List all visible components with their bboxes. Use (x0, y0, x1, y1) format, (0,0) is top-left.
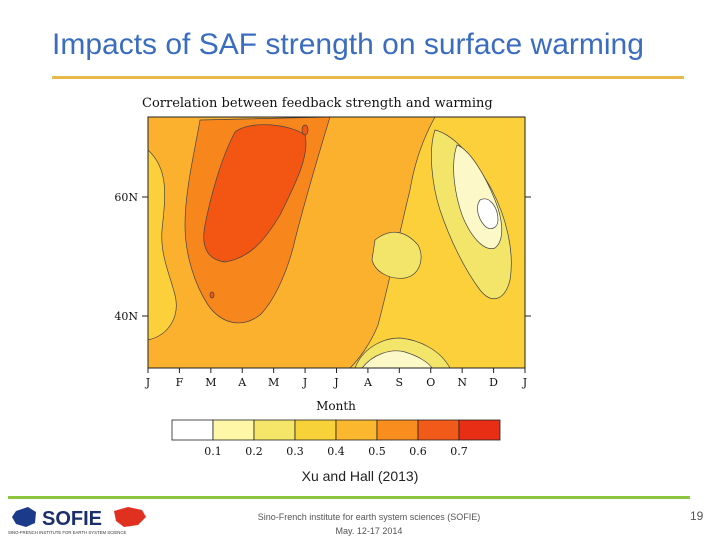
colorbar-swatch (335, 419, 378, 441)
x-tick-label: J (522, 376, 527, 389)
x-tick-label: O (426, 376, 435, 389)
contour-lowest-south (361, 350, 433, 369)
logo-subtitle: SINO-FRENCH INSTITUTE FOR EARTH SYSTEM S… (8, 530, 126, 535)
footer-institute: Sino-French institute for earth system s… (257, 512, 481, 522)
y-tick-label: 40N (114, 310, 138, 323)
figure-citation: Xu and Hall (2013) (301, 468, 419, 484)
contour-spot-north (301, 124, 309, 136)
plot-area (147, 116, 526, 369)
colorbar-label: 0.5 (368, 445, 386, 458)
y-axis: 60N 40N (114, 191, 531, 323)
colorbar-swatch (417, 419, 460, 441)
x-tick-label: M (268, 376, 279, 389)
chart-title: Correlation between feedback strength an… (142, 96, 493, 111)
colorbar: 0.1 0.2 0.3 0.4 0.5 0.6 0.7 (171, 419, 501, 458)
logo-text: SOFIE (42, 508, 102, 530)
x-tick-label: S (396, 376, 404, 389)
slide-title: Impacts of SAF strength on surface warmi… (52, 28, 644, 61)
x-tick-label: J (333, 376, 338, 389)
colorbar-swatch (376, 419, 419, 441)
colorbar-label: 0.3 (286, 445, 304, 458)
y-tick-label: 60N (114, 191, 138, 204)
contour-peak (203, 124, 307, 263)
colorbar-label: 0.6 (409, 445, 427, 458)
colorbar-swatch (171, 419, 214, 441)
x-tick-label: F (176, 376, 184, 389)
footer-rule (8, 496, 690, 499)
correlation-figure: Correlation between feedback strength an… (114, 96, 531, 458)
footer-date: May. 12-17 2014 (335, 526, 403, 536)
colorbar-label: 0.4 (327, 445, 345, 458)
x-tick-label: M (205, 376, 216, 389)
x-axis-label: Month (316, 399, 356, 413)
colorbar-label: 0.2 (245, 445, 263, 458)
colorbar-label: 0.7 (450, 445, 468, 458)
title-underline (52, 76, 684, 79)
x-tick-label: N (457, 376, 467, 389)
colorbar-label: 0.1 (204, 445, 222, 458)
x-tick-label: A (363, 376, 373, 389)
colorbar-swatch (294, 419, 337, 441)
footer-text: Sino-French institute for earth system s… (240, 510, 498, 538)
x-tick-label: J (302, 376, 307, 389)
colorbar-swatch (212, 419, 255, 441)
colorbar-swatch (458, 419, 501, 441)
colorbar-swatch (253, 419, 296, 441)
contour-min-east (477, 198, 499, 229)
china-map-icon (114, 507, 146, 527)
x-tick-label: D (489, 376, 498, 389)
x-tick-label: J (145, 376, 150, 389)
sofie-logo: SOFIE SINO-FRENCH INSTITUTE FOR EARTH SY… (8, 507, 146, 535)
contour-spot-south (209, 291, 215, 299)
contour-low-center (371, 232, 422, 279)
x-tick-label: A (237, 376, 247, 389)
france-map-icon (12, 507, 36, 527)
page-number: 19 (690, 509, 704, 523)
